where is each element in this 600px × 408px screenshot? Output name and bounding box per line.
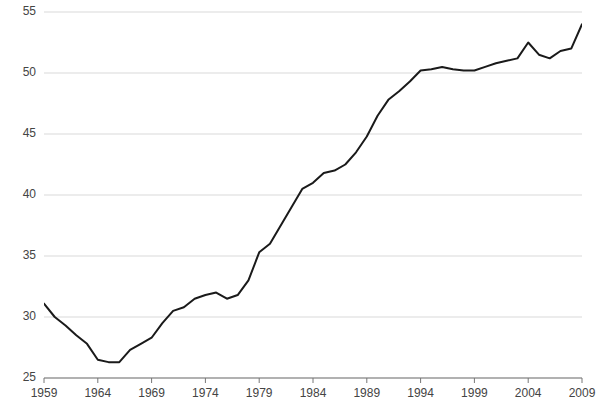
grid-line [44, 317, 582, 318]
y-tick-label: 25 [23, 370, 37, 384]
y-tick-label: 35 [23, 248, 37, 262]
chart: 2530354045505519591964196919741979198419… [0, 0, 600, 408]
x-tick [528, 378, 529, 383]
data-line [44, 24, 582, 362]
plot-area [44, 24, 582, 362]
grid-line [44, 195, 582, 196]
x-tick [474, 378, 475, 383]
grid-line [44, 12, 582, 13]
x-axis: 1959 1964 1969 1974 1979 1984 1989 1994 1999 2004… [31, 378, 596, 400]
y-tick-label: 50 [23, 65, 37, 79]
x-tick [582, 378, 583, 383]
x-tick-label: 1969 [138, 386, 165, 400]
y-tick-label: 55 [23, 4, 37, 18]
grid-line [44, 134, 582, 135]
x-tick [205, 378, 206, 383]
x-tick-label: 1999 [461, 386, 488, 400]
x-tick [366, 378, 367, 383]
y-tick-label: 40 [23, 187, 37, 201]
x-tick-label: 1959 [31, 386, 58, 400]
y-tick-labels: 25 30 35 40 45 50 55 [23, 4, 37, 384]
x-tick [151, 378, 152, 383]
x-tick [313, 378, 314, 383]
x-tick-label: 2004 [515, 386, 542, 400]
x-tick-label: 1984 [300, 386, 327, 400]
x-tick [259, 378, 260, 383]
x-tick-label: 1989 [353, 386, 380, 400]
grid-line [44, 256, 582, 257]
x-tick [97, 378, 98, 383]
x-tick-label: 1964 [84, 386, 111, 400]
x-tick-label: 1974 [192, 386, 219, 400]
x-tick-label: 1994 [407, 386, 434, 400]
y-grid [44, 12, 582, 378]
y-tick-label: 30 [23, 309, 37, 323]
grid-line [44, 73, 582, 74]
y-tick-label: 45 [23, 126, 37, 140]
x-tick-label: 2009 [569, 386, 596, 400]
x-tick [420, 378, 421, 383]
x-tick-label: 1979 [246, 386, 273, 400]
x-tick [44, 378, 45, 383]
